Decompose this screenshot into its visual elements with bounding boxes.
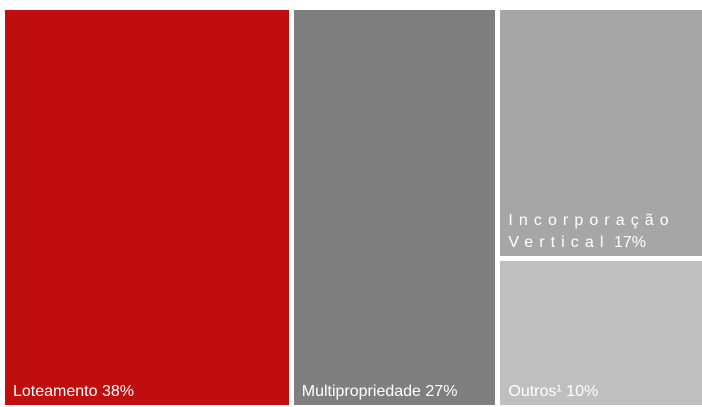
tile: Incorporação Vertical 17% bbox=[500, 10, 702, 256]
tile-label: Outros¹ 10% bbox=[508, 381, 698, 403]
value-label: 38% bbox=[101, 383, 134, 400]
category-label: Incorporação Vertical bbox=[508, 211, 675, 251]
category-label: Loteamento bbox=[13, 383, 98, 400]
value-label: 17% bbox=[613, 233, 646, 251]
tile: Outros¹ 10% bbox=[500, 260, 702, 405]
tile-label: Incorporação Vertical 17% bbox=[508, 210, 698, 254]
category-label: Outros¹ bbox=[508, 382, 562, 400]
tile: Multipropriedade 27% bbox=[293, 10, 496, 405]
category-label: Multipropriedade bbox=[301, 383, 421, 400]
value-label: 27% bbox=[425, 383, 458, 400]
tile: Loteamento 38% bbox=[5, 10, 289, 405]
value-label: 10% bbox=[566, 382, 599, 400]
tile-label: Multipropriedade 27% bbox=[302, 381, 492, 403]
tile-label: Loteamento 38% bbox=[13, 381, 285, 403]
